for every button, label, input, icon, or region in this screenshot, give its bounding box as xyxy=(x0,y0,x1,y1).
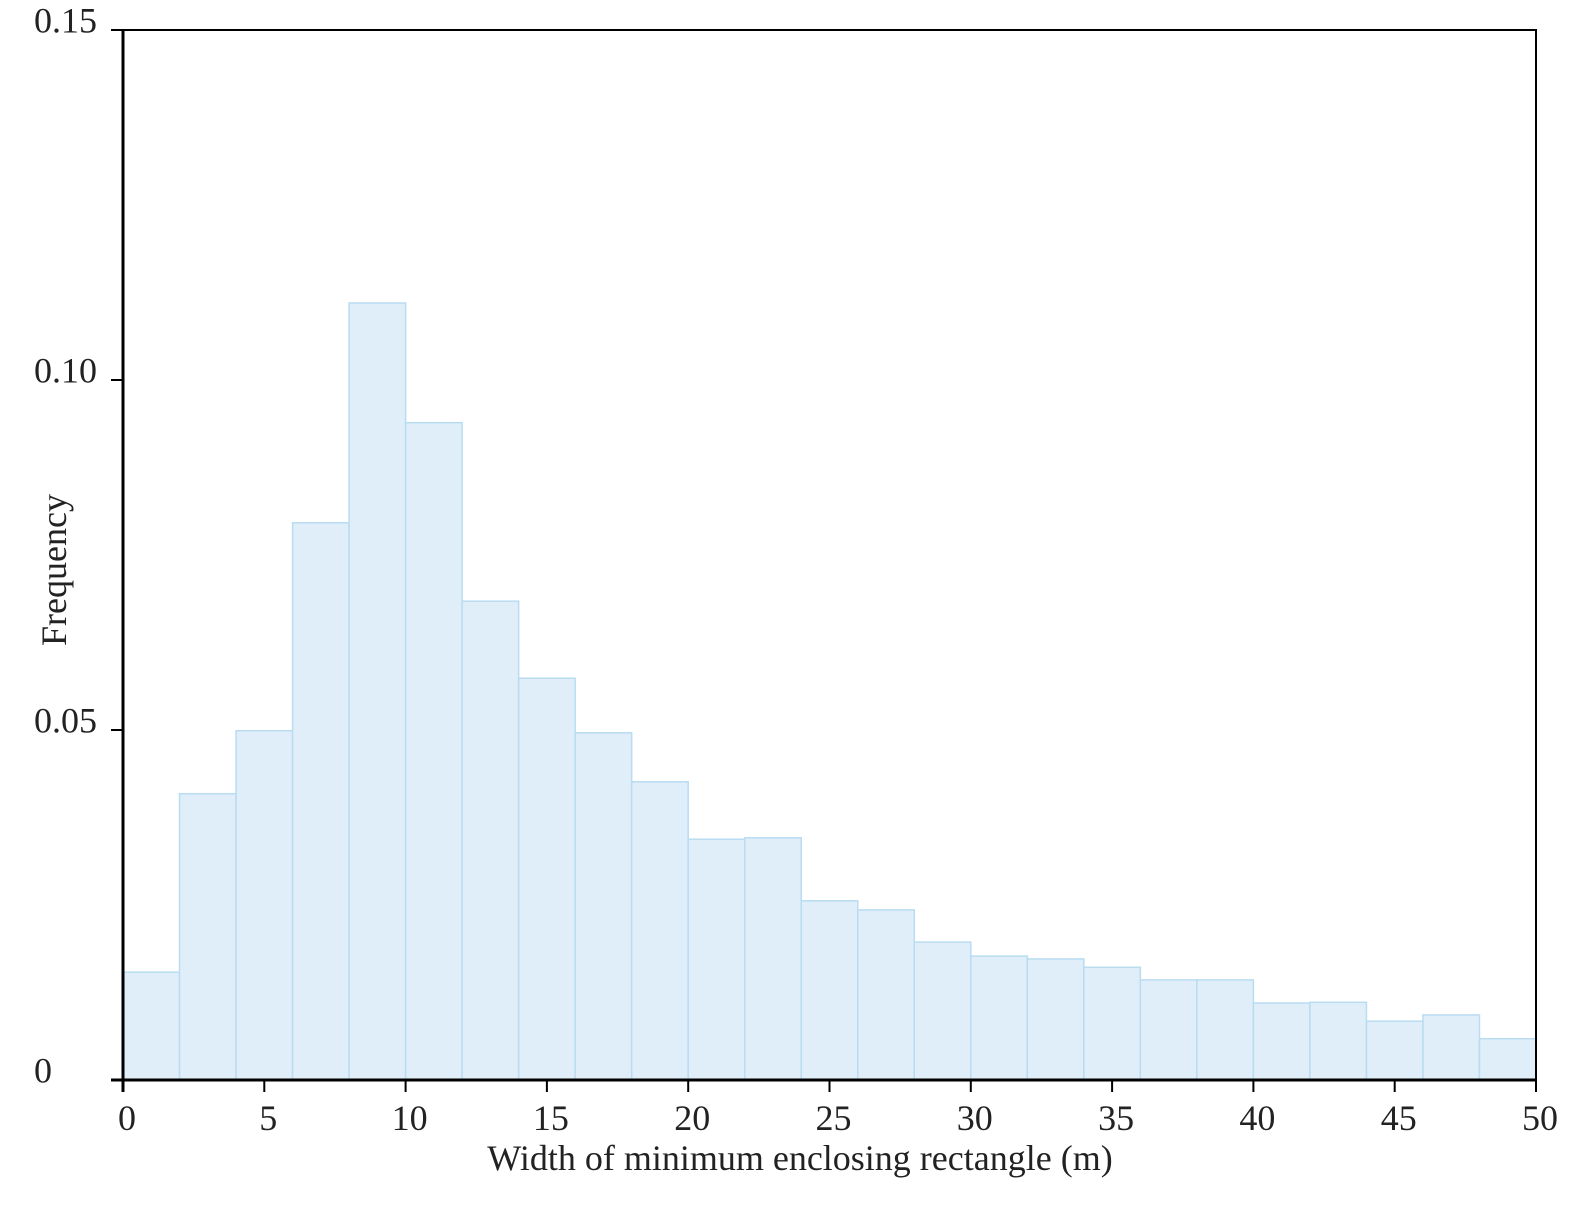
bar xyxy=(970,955,1029,1081)
bar xyxy=(630,781,689,1081)
y-tick-label: 0.15 xyxy=(34,0,97,40)
bar xyxy=(1309,1001,1368,1081)
x-tick-label: 5 xyxy=(259,1098,277,1138)
bar xyxy=(235,729,294,1081)
bar xyxy=(348,302,407,1081)
bar xyxy=(1365,1020,1424,1081)
y-tick-label: 0.05 xyxy=(34,700,97,740)
bar xyxy=(517,677,576,1081)
bar xyxy=(1139,979,1198,1081)
x-tick-label: 35 xyxy=(1098,1098,1134,1138)
x-tick-label: 40 xyxy=(1239,1098,1275,1138)
x-tick-label: 20 xyxy=(674,1098,710,1138)
bar xyxy=(857,909,916,1081)
x-tick-label: 0 xyxy=(118,1098,136,1138)
bar xyxy=(1478,1037,1537,1081)
y-tick-label: 0 xyxy=(34,1050,52,1090)
x-tick-label: 15 xyxy=(533,1098,569,1138)
bar xyxy=(574,732,633,1081)
bar xyxy=(687,838,746,1081)
bar xyxy=(291,522,350,1081)
bar xyxy=(913,941,972,1081)
x-tick-label: 45 xyxy=(1381,1098,1417,1138)
bar xyxy=(1083,966,1142,1081)
bar xyxy=(178,792,237,1081)
bar xyxy=(1422,1014,1481,1081)
bar xyxy=(800,900,859,1081)
x-tick-label: 50 xyxy=(1522,1098,1558,1138)
bar xyxy=(461,600,520,1081)
bar xyxy=(1026,958,1085,1081)
bar xyxy=(1252,1002,1311,1081)
x-axis-label: Width of minimum enclosing rectangle (m) xyxy=(487,1138,1112,1178)
y-axis-label: Frequency xyxy=(34,494,74,646)
x-tick-label: 30 xyxy=(957,1098,993,1138)
bar xyxy=(122,971,181,1081)
x-tick-label: 10 xyxy=(392,1098,428,1138)
bar xyxy=(743,837,802,1081)
x-tick-label: 25 xyxy=(816,1098,852,1138)
bar xyxy=(1196,979,1255,1081)
bar xyxy=(404,421,463,1081)
y-tick-label: 0.10 xyxy=(34,350,97,390)
